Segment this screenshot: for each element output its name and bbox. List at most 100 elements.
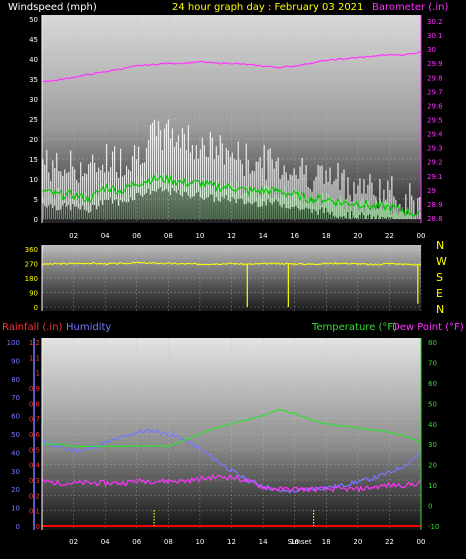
humidity-tick-label: 50 xyxy=(11,431,20,439)
barometer-tick-label: 28.8 xyxy=(427,215,443,223)
wind-x-tick-label: 12 xyxy=(227,232,236,240)
barometer-axis-title: Barometer (.in) xyxy=(372,2,448,13)
temperature-tick-label: 0 xyxy=(428,503,432,511)
series-layer xyxy=(41,51,422,527)
humidity-tick-label: 80 xyxy=(11,376,20,384)
direction-label-n-bottom: N xyxy=(436,303,444,316)
temperature-x-tick-label: 18 xyxy=(322,538,331,546)
humidity-tick-label: 20 xyxy=(11,486,20,494)
humidity-tick-label: 0 xyxy=(16,523,20,531)
temperature-x-tick-label: 12 xyxy=(227,538,236,546)
barometer-tick-label: 30 xyxy=(427,46,436,54)
barometer-tick-label: 29.3 xyxy=(427,145,443,153)
temperature-x-tick-label: 10 xyxy=(195,538,204,546)
direction-tick-label: 90 xyxy=(29,290,38,298)
dewpoint-axis-title: Dew Point (°F) xyxy=(392,322,464,333)
wind-x-tick-label: 02 xyxy=(69,232,78,240)
temperature-axis-title: Temperature (°F) xyxy=(311,322,397,333)
windspeed-tick-label: 30 xyxy=(29,96,38,104)
windspeed-tick-label: 5 xyxy=(34,196,38,204)
windspeed-tick-label: 15 xyxy=(29,156,38,164)
windspeed-tick-label: 50 xyxy=(29,16,38,24)
wind-x-tick-label: 18 xyxy=(322,232,331,240)
temperature-tick-label: 70 xyxy=(428,359,437,367)
barometer-tick-label: 30.1 xyxy=(427,32,443,40)
direction-label-e: E xyxy=(436,287,443,300)
windspeed-axis-title: Windspeed (mph) xyxy=(8,2,97,13)
dewpoint-line xyxy=(41,473,422,494)
barometer-tick-label: 29.4 xyxy=(427,131,443,139)
windspeed-tick-label: 0 xyxy=(34,216,38,224)
barometer-tick-label: 29.2 xyxy=(427,159,443,167)
direction-label-n-top: N xyxy=(436,239,444,252)
sunset-label-prefix: Sunset xyxy=(288,538,312,546)
wind-x-tick-label: 04 xyxy=(101,232,110,240)
temperature-tick-label: 10 xyxy=(428,482,437,490)
direction-tick-label: 360 xyxy=(25,246,38,254)
windspeed-tick-label: 45 xyxy=(29,36,38,44)
rainfall-axis-title: Rainfall (.in) xyxy=(2,322,63,333)
wind-x-tick-label: 08 xyxy=(164,232,173,240)
temperature-tick-label: -10 xyxy=(428,523,439,531)
direction-label-w: W xyxy=(436,255,447,268)
wind-x-tick-label: 10 xyxy=(195,232,204,240)
direction-tick-label: 0 xyxy=(34,304,38,312)
barometer-tick-label: 29.6 xyxy=(427,102,443,110)
barometer-tick-label: 30.2 xyxy=(427,18,443,26)
temperature-x-tick-label: 04 xyxy=(101,538,110,546)
humidity-line xyxy=(41,427,422,494)
temperature-tick-label: 20 xyxy=(428,462,437,470)
wind-x-tick-label: 14 xyxy=(259,232,268,240)
wind-x-tick-label: 06 xyxy=(132,232,141,240)
temperature-tick-label: 30 xyxy=(428,441,437,449)
wind-x-tick-label: 00 xyxy=(417,232,426,240)
barometer-tick-label: 29.8 xyxy=(427,74,443,82)
temperature-tick-label: 60 xyxy=(428,380,437,388)
barometer-tick-label: 28.9 xyxy=(427,201,443,209)
direction-label-s: S xyxy=(436,271,443,284)
temperature-tick-label: 50 xyxy=(428,400,437,408)
chart-title: 24 hour graph day : February 03 2021 xyxy=(172,2,363,13)
windspeed-tick-label: 40 xyxy=(29,56,38,64)
wind-direction-line xyxy=(41,261,422,266)
barometer-tick-label: 29.9 xyxy=(427,60,443,68)
temperature-x-tick-label: 22 xyxy=(385,538,394,546)
humidity-tick-label: 100 xyxy=(7,339,20,347)
direction-tick-label: 180 xyxy=(25,275,38,283)
windspeed-average-line xyxy=(41,173,422,217)
wind-x-tick-label: 16 xyxy=(290,232,299,240)
axes-layer: 0202040406060808101012121414161618182020… xyxy=(7,15,443,546)
humidity-tick-label: 30 xyxy=(11,468,20,476)
wind-x-tick-label: 20 xyxy=(353,232,362,240)
temperature-x-tick-label: 06 xyxy=(132,538,141,546)
direction-tick-label: 270 xyxy=(25,261,38,269)
temperature-x-tick-label: 14 xyxy=(259,538,268,546)
humidity-tick-label: 60 xyxy=(11,413,20,421)
windspeed-tick-label: 25 xyxy=(29,116,38,124)
rainfall-tick-label: 0 xyxy=(36,523,40,531)
humidity-axis-title: Humidity xyxy=(66,322,111,333)
temperature-tick-label: 80 xyxy=(428,339,437,347)
humidity-tick-label: 90 xyxy=(11,357,20,365)
temperature-x-tick-label: 16 xyxy=(290,538,299,546)
wind-x-tick-label: 22 xyxy=(385,232,394,240)
windspeed-tick-label: 10 xyxy=(29,176,38,184)
humidity-tick-label: 70 xyxy=(11,394,20,402)
temperature-x-tick-label: 08 xyxy=(164,538,173,546)
rainfall-tick-label: 1 xyxy=(36,370,40,378)
temperature-tick-label: 40 xyxy=(428,421,437,429)
temperature-x-tick-label: 02 xyxy=(69,538,78,546)
barometer-tick-label: 29.1 xyxy=(427,173,443,181)
temperature-x-tick-label: 00 xyxy=(417,538,426,546)
temperature-line xyxy=(41,408,422,448)
barometer-tick-label: 29.5 xyxy=(427,117,443,125)
barometer-line xyxy=(41,51,422,83)
temperature-x-tick-label: 20 xyxy=(353,538,362,546)
windspeed-tick-label: 20 xyxy=(29,136,38,144)
humidity-tick-label: 10 xyxy=(11,505,20,513)
barometer-tick-label: 29 xyxy=(427,187,436,195)
humidity-tick-label: 40 xyxy=(11,449,20,457)
windspeed-tick-label: 35 xyxy=(29,76,38,84)
